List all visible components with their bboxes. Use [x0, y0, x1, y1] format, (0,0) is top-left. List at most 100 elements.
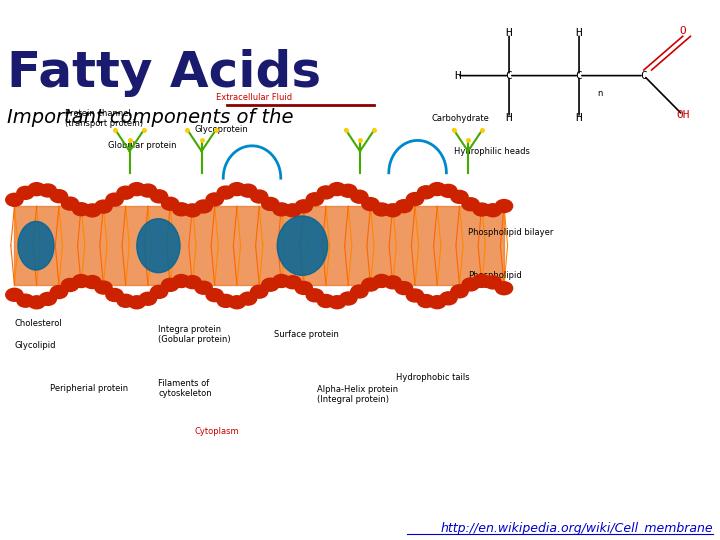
Circle shape [228, 183, 246, 195]
Circle shape [451, 285, 468, 298]
Circle shape [195, 281, 212, 294]
Circle shape [195, 200, 212, 213]
Circle shape [6, 288, 23, 301]
Text: Fatty Acids: Fatty Acids [7, 49, 321, 97]
Circle shape [384, 276, 401, 289]
Circle shape [217, 186, 235, 199]
Circle shape [161, 197, 179, 210]
Circle shape [161, 278, 179, 291]
Circle shape [240, 292, 257, 305]
Text: Glycoprotein: Glycoprotein [194, 125, 248, 134]
Text: Glycolipid: Glycolipid [14, 341, 56, 350]
Circle shape [395, 200, 413, 213]
Circle shape [228, 296, 246, 309]
Circle shape [251, 285, 268, 298]
Circle shape [28, 183, 45, 195]
Text: Important components of the: Important components of the [7, 108, 300, 127]
Circle shape [318, 186, 335, 199]
Circle shape [351, 285, 368, 298]
Circle shape [340, 184, 357, 197]
Text: Carbohydrate: Carbohydrate [432, 114, 490, 123]
Circle shape [17, 186, 34, 199]
Circle shape [95, 200, 112, 213]
Circle shape [318, 294, 335, 307]
Circle shape [462, 198, 480, 211]
Text: Cholesterol: Cholesterol [14, 320, 62, 328]
Circle shape [373, 203, 390, 216]
Circle shape [117, 294, 135, 307]
Circle shape [273, 274, 290, 287]
Text: Integra protein
(Gobular protein): Integra protein (Gobular protein) [158, 325, 231, 345]
Circle shape [261, 198, 279, 211]
Text: C: C [505, 71, 513, 80]
Text: n: n [597, 89, 603, 98]
Circle shape [39, 184, 56, 197]
Text: http://en.wikipedia.org/wiki/Cell_membrane: http://en.wikipedia.org/wiki/Cell_membra… [440, 522, 713, 535]
Circle shape [495, 282, 513, 295]
Ellipse shape [137, 219, 180, 273]
Circle shape [495, 200, 513, 213]
Circle shape [173, 203, 190, 216]
Circle shape [84, 275, 101, 288]
Circle shape [362, 278, 379, 291]
Circle shape [240, 184, 257, 197]
Circle shape [206, 289, 223, 302]
Circle shape [173, 274, 190, 287]
Text: H: H [505, 29, 513, 38]
Circle shape [17, 294, 34, 307]
Circle shape [128, 296, 145, 309]
Circle shape [184, 204, 201, 217]
Text: Phospholipid
molecule: Phospholipid molecule [468, 271, 522, 291]
Text: Hydrophobic tails: Hydrophobic tails [396, 374, 469, 382]
Circle shape [150, 285, 168, 298]
Circle shape [485, 276, 502, 289]
Circle shape [73, 274, 90, 287]
Circle shape [150, 190, 168, 203]
Circle shape [351, 190, 368, 203]
Circle shape [384, 204, 401, 217]
Circle shape [50, 190, 68, 202]
Circle shape [485, 204, 502, 217]
Circle shape [373, 274, 390, 287]
Circle shape [39, 293, 56, 306]
Text: H: H [454, 71, 461, 80]
Circle shape [440, 184, 457, 197]
Circle shape [418, 186, 435, 199]
Text: H: H [576, 29, 582, 38]
Text: H: H [576, 113, 582, 123]
Circle shape [251, 190, 268, 203]
Circle shape [6, 193, 23, 206]
Ellipse shape [277, 216, 328, 275]
Text: Alpha-Helix protein
(Integral protein): Alpha-Helix protein (Integral protein) [317, 384, 398, 404]
Circle shape [295, 200, 312, 213]
Circle shape [451, 191, 468, 204]
Circle shape [328, 183, 346, 195]
Circle shape [273, 203, 290, 216]
Circle shape [306, 289, 323, 302]
Circle shape [184, 275, 201, 288]
Circle shape [428, 183, 446, 195]
Circle shape [328, 296, 346, 309]
Circle shape [117, 186, 135, 199]
Circle shape [61, 279, 78, 292]
Circle shape [362, 198, 379, 211]
Circle shape [473, 274, 490, 287]
Circle shape [28, 296, 45, 309]
Circle shape [50, 286, 68, 299]
Circle shape [428, 296, 446, 309]
Text: O: O [680, 26, 686, 36]
Circle shape [139, 184, 156, 197]
Circle shape [462, 278, 480, 291]
Circle shape [284, 204, 301, 217]
Circle shape [206, 193, 223, 206]
Circle shape [217, 294, 235, 307]
Text: Globular protein: Globular protein [108, 141, 176, 150]
Text: Extracellular Fluid: Extracellular Fluid [216, 93, 292, 102]
Circle shape [73, 202, 90, 215]
Text: Cytoplasm: Cytoplasm [194, 428, 239, 436]
Circle shape [340, 292, 357, 305]
Text: Peripherial protein: Peripherial protein [50, 384, 129, 393]
Circle shape [418, 295, 435, 308]
Circle shape [106, 193, 123, 206]
Circle shape [406, 193, 423, 206]
